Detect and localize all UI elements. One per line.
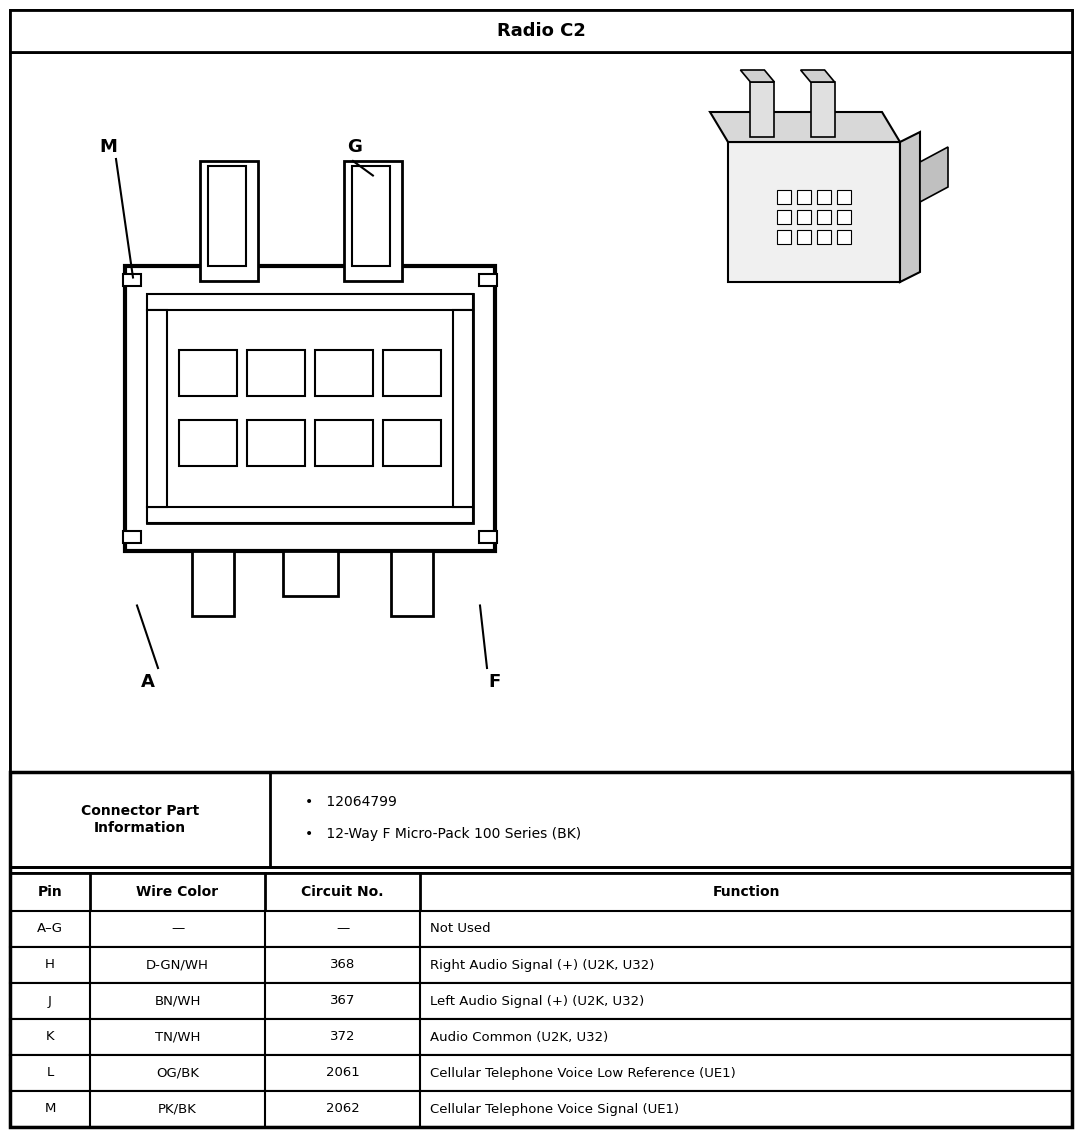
Text: Cellular Telephone Voice Signal (UE1): Cellular Telephone Voice Signal (UE1)	[430, 1103, 679, 1115]
Bar	[837, 190, 852, 204]
Polygon shape	[920, 147, 948, 202]
Bar	[383, 349, 441, 396]
Text: K: K	[45, 1030, 54, 1044]
Text: A: A	[141, 673, 155, 691]
Bar	[126, 266, 494, 550]
Bar	[751, 82, 775, 136]
Text: PK/BK: PK/BK	[158, 1103, 197, 1115]
Bar	[728, 142, 900, 282]
Text: 2062: 2062	[326, 1103, 359, 1115]
Bar	[10, 52, 1072, 772]
Bar	[817, 190, 831, 204]
Bar	[352, 166, 390, 266]
Bar	[123, 274, 141, 285]
Bar	[837, 210, 852, 224]
Text: —: —	[335, 922, 349, 936]
Bar	[797, 190, 812, 204]
Text: Right Audio Signal (+) (U2K, U32): Right Audio Signal (+) (U2K, U32)	[430, 958, 655, 971]
Bar	[179, 349, 237, 396]
Text: —: —	[171, 922, 184, 936]
Bar	[797, 230, 812, 244]
Text: 2061: 2061	[326, 1067, 359, 1079]
Text: Wire Color: Wire Color	[136, 885, 219, 899]
Bar	[810, 82, 834, 136]
Bar	[315, 421, 373, 466]
Bar	[10, 1019, 1072, 1055]
Text: Left Audio Signal (+) (U2K, U32): Left Audio Signal (+) (U2K, U32)	[430, 995, 644, 1007]
Text: •   12-Way F Micro-Pack 100 Series (BK): • 12-Way F Micro-Pack 100 Series (BK)	[305, 827, 581, 841]
Text: M: M	[44, 1103, 55, 1115]
Text: F: F	[489, 673, 501, 691]
Bar	[199, 160, 258, 281]
Bar	[147, 293, 473, 523]
Bar	[797, 210, 812, 224]
Bar	[777, 190, 791, 204]
Bar	[10, 10, 1072, 52]
Text: Audio Common (U2K, U32): Audio Common (U2K, U32)	[430, 1030, 608, 1044]
Text: 372: 372	[330, 1030, 355, 1044]
Text: G: G	[347, 138, 362, 156]
Bar	[479, 274, 497, 285]
Text: Not Used: Not Used	[430, 922, 490, 936]
Polygon shape	[900, 132, 920, 282]
Bar	[10, 984, 1072, 1019]
Bar	[247, 349, 305, 396]
Text: L: L	[47, 1067, 54, 1079]
Polygon shape	[740, 70, 775, 82]
Polygon shape	[710, 113, 900, 142]
Bar	[392, 550, 434, 615]
Bar	[192, 550, 234, 615]
Bar	[208, 166, 246, 266]
Bar	[10, 1092, 1072, 1127]
Bar	[479, 531, 497, 542]
Bar	[453, 309, 473, 506]
Text: Radio C2: Radio C2	[497, 22, 585, 40]
Bar	[344, 160, 401, 281]
Bar	[837, 230, 852, 244]
Bar	[147, 293, 473, 309]
Text: Function: Function	[712, 885, 780, 899]
Bar	[777, 230, 791, 244]
Bar	[282, 550, 338, 596]
Bar	[179, 421, 237, 466]
Text: Circuit No.: Circuit No.	[301, 885, 384, 899]
Text: A–G: A–G	[37, 922, 63, 936]
Bar	[315, 349, 373, 396]
Text: BN/WH: BN/WH	[155, 995, 200, 1007]
Bar	[10, 911, 1072, 947]
Text: Connector Part
Information: Connector Part Information	[81, 804, 199, 835]
Polygon shape	[801, 70, 834, 82]
Bar	[147, 506, 473, 523]
Bar	[10, 947, 1072, 984]
Text: D-GN/WH: D-GN/WH	[146, 958, 209, 971]
Text: Pin: Pin	[38, 885, 63, 899]
Bar	[383, 421, 441, 466]
Text: H: H	[45, 958, 55, 971]
Text: J: J	[48, 995, 52, 1007]
Bar	[10, 772, 1072, 1127]
Text: TN/WH: TN/WH	[155, 1030, 200, 1044]
Bar	[10, 772, 1072, 868]
Bar	[247, 421, 305, 466]
Bar	[817, 210, 831, 224]
Bar	[10, 873, 1072, 911]
Text: •   12064799: • 12064799	[305, 795, 397, 810]
Text: M: M	[100, 138, 117, 156]
Text: Cellular Telephone Voice Low Reference (UE1): Cellular Telephone Voice Low Reference (…	[430, 1067, 736, 1079]
Bar	[123, 531, 141, 542]
Text: 368: 368	[330, 958, 355, 971]
Bar	[147, 309, 167, 506]
Bar	[817, 230, 831, 244]
Bar	[10, 1055, 1072, 1092]
Bar	[777, 210, 791, 224]
Text: OG/BK: OG/BK	[156, 1067, 199, 1079]
Text: 367: 367	[330, 995, 355, 1007]
